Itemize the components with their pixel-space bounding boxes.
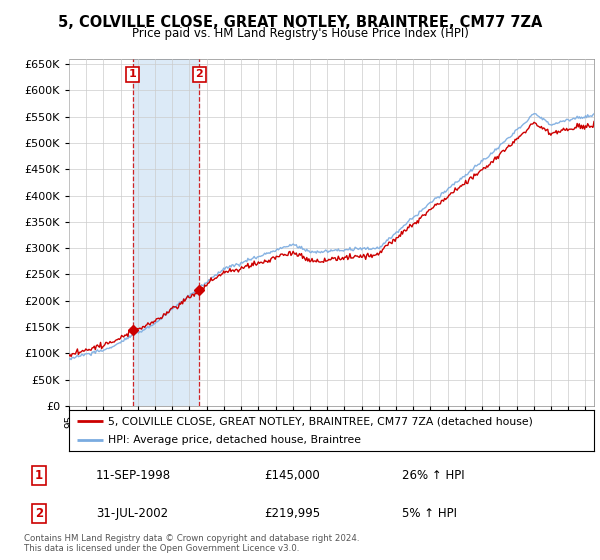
Text: 1: 1 xyxy=(35,469,43,482)
Text: 5, COLVILLE CLOSE, GREAT NOTLEY, BRAINTREE, CM77 7ZA: 5, COLVILLE CLOSE, GREAT NOTLEY, BRAINTR… xyxy=(58,15,542,30)
Text: 2: 2 xyxy=(196,69,203,80)
Text: 5% ↑ HPI: 5% ↑ HPI xyxy=(402,507,457,520)
Text: 26% ↑ HPI: 26% ↑ HPI xyxy=(402,469,464,482)
Text: 2: 2 xyxy=(35,507,43,520)
Text: £219,995: £219,995 xyxy=(264,507,320,520)
Text: HPI: Average price, detached house, Braintree: HPI: Average price, detached house, Brai… xyxy=(109,435,361,445)
Text: 1: 1 xyxy=(129,69,137,80)
Text: Contains HM Land Registry data © Crown copyright and database right 2024.
This d: Contains HM Land Registry data © Crown c… xyxy=(24,534,359,553)
Text: Price paid vs. HM Land Registry's House Price Index (HPI): Price paid vs. HM Land Registry's House … xyxy=(131,27,469,40)
Text: 11-SEP-1998: 11-SEP-1998 xyxy=(96,469,171,482)
Text: 5, COLVILLE CLOSE, GREAT NOTLEY, BRAINTREE, CM77 7ZA (detached house): 5, COLVILLE CLOSE, GREAT NOTLEY, BRAINTR… xyxy=(109,417,533,426)
Text: £145,000: £145,000 xyxy=(264,469,320,482)
Text: 31-JUL-2002: 31-JUL-2002 xyxy=(96,507,168,520)
Bar xyxy=(133,59,199,406)
